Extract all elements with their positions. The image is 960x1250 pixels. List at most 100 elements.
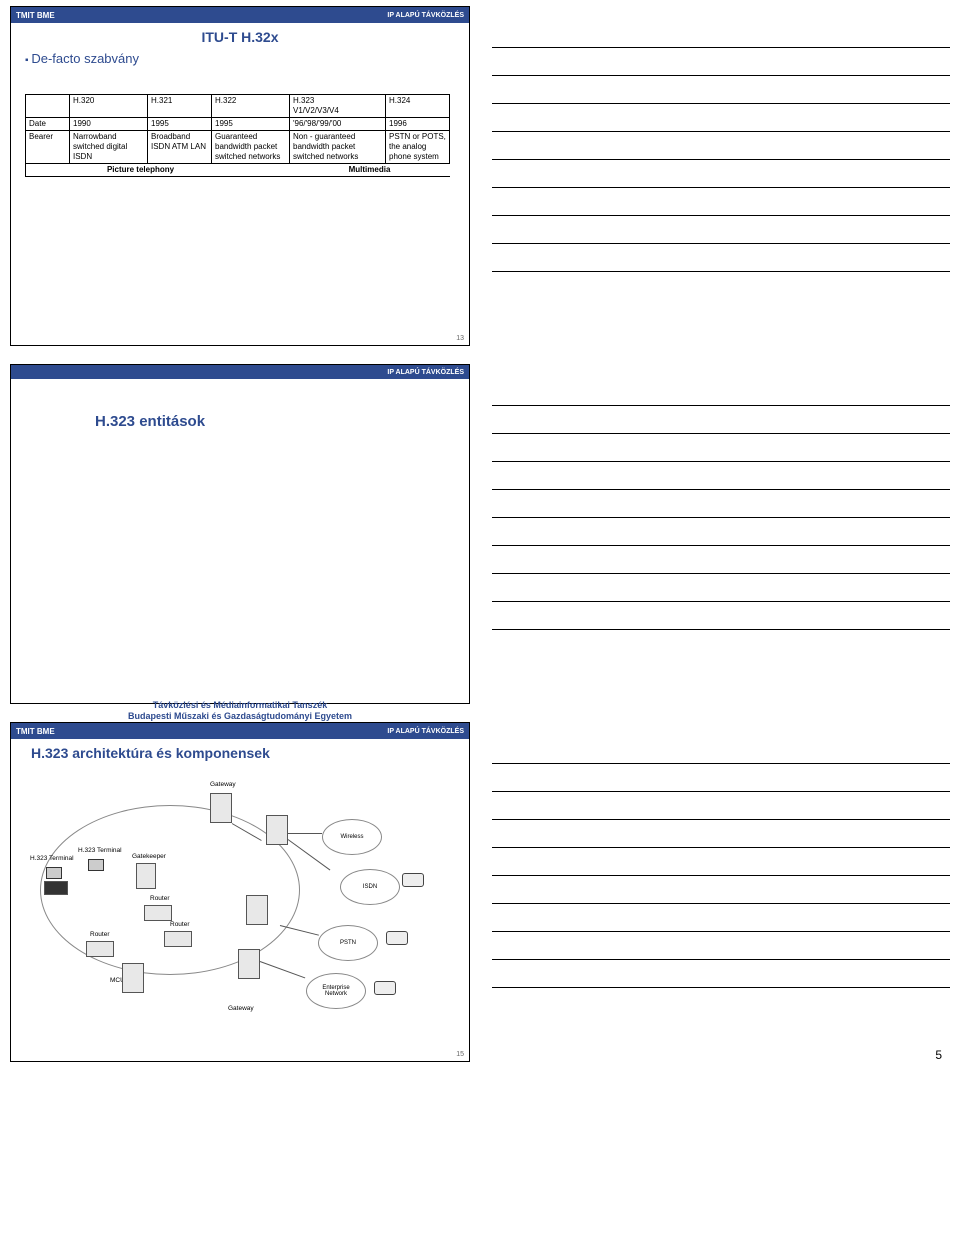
table-row: Picture telephony Multimedia: [26, 164, 450, 177]
h32x-table: H.320 H.321 H.322 H.323 V1/V2/V3/V4 H.32…: [25, 94, 450, 177]
notes-line: [492, 188, 950, 216]
label-h323-terminal: H.323 Terminal: [78, 847, 122, 854]
label-router: Router: [150, 895, 170, 902]
hdr-left: TMIT BME: [16, 727, 55, 736]
table-row: Date 1990 1995 1995 '96/'98/'99/'00 1996: [26, 118, 450, 131]
label-router: Router: [170, 921, 190, 928]
link-line: [288, 833, 322, 834]
notes-area-1: [492, 6, 950, 346]
notes-line: [492, 104, 950, 132]
router-icon: [164, 931, 192, 947]
row-slide-3: TMIT BME IP ALAPÚ TÁVKÖZLÉS H.323 archit…: [10, 722, 950, 1062]
outer-page-number: 5: [935, 1048, 942, 1062]
server-node-icon: [266, 815, 288, 845]
notes-line: [492, 876, 950, 904]
notes-line: [492, 820, 950, 848]
cloud-enterprise: Enterprise Network: [306, 973, 366, 1009]
notes-line: [492, 518, 950, 546]
slide-3: TMIT BME IP ALAPÚ TÁVKÖZLÉS H.323 archit…: [10, 722, 470, 1062]
th: H.322: [212, 95, 290, 118]
th: H.320: [70, 95, 148, 118]
notes-line: [492, 160, 950, 188]
label-gatekeeper: Gatekeeper: [132, 853, 166, 860]
gateway-node-icon: [210, 793, 232, 823]
label-gateway-bottom: Gateway: [228, 1005, 254, 1012]
notes-line: [492, 602, 950, 630]
notes-line: [492, 904, 950, 932]
td: 1990: [70, 118, 148, 131]
table-header-row: H.320 H.321 H.322 H.323 V1/V2/V3/V4 H.32…: [26, 95, 450, 118]
label-router: Router: [90, 931, 110, 938]
td: Date: [26, 118, 70, 131]
slide1-title: ITU-T H.32x: [11, 29, 469, 45]
td: [212, 164, 290, 177]
phone-icon: [374, 981, 396, 995]
slide-page-number: 13: [456, 335, 464, 342]
mcu-icon: [122, 963, 144, 993]
server-node-icon: [238, 949, 260, 979]
th: [26, 95, 70, 118]
notes-area-2: [492, 364, 950, 704]
slide-2: . IP ALAPÚ TÁVKÖZLÉS H.323 entitások Táv…: [10, 364, 470, 704]
cloud-pstn: PSTN: [318, 925, 378, 961]
router-icon: [86, 941, 114, 957]
terminal-icon: [88, 859, 104, 871]
phone-icon: [386, 931, 408, 945]
label-isdn: ISDN: [363, 884, 377, 890]
table-row: Bearer Narrowband switched digital ISDN …: [26, 131, 450, 164]
footer-line-1: Távközlési és Médiainformatikai Tanszék: [11, 700, 469, 712]
label-gateway-top: Gateway: [210, 781, 236, 788]
notes-line: [492, 546, 950, 574]
hdr-left: TMIT BME: [16, 11, 55, 20]
notes-line: [492, 132, 950, 160]
notes-line: [492, 574, 950, 602]
label-wireless: Wireless: [340, 834, 363, 840]
notes-line: [492, 216, 950, 244]
laptop-icon: [44, 881, 68, 895]
notes-line: [492, 20, 950, 48]
notes-area-3: [492, 722, 950, 1062]
row-slide-2: . IP ALAPÚ TÁVKÖZLÉS H.323 entitások Táv…: [10, 364, 950, 704]
server-node-icon: [246, 895, 268, 925]
td: Picture telephony: [70, 164, 212, 177]
notes-line: [492, 378, 950, 406]
hdr-right: IP ALAPÚ TÁVKÖZLÉS: [387, 728, 464, 735]
slide-1: TMIT BME IP ALAPÚ TÁVKÖZLÉS ITU-T H.32x …: [10, 6, 470, 346]
slide3-title: H.323 architektúra és komponensek: [31, 745, 469, 761]
cloud-isdn: ISDN: [340, 869, 400, 905]
slide2-footer: Távközlési és Médiainformatikai Tanszék …: [11, 700, 469, 723]
th: H.323 V1/V2/V3/V4: [290, 95, 386, 118]
td: 1995: [148, 118, 212, 131]
notes-line: [492, 244, 950, 272]
slide2-title: H.323 entitások: [95, 413, 469, 430]
slide-header: TMIT BME IP ALAPÚ TÁVKÖZLÉS: [11, 723, 469, 739]
notes-line: [492, 960, 950, 988]
notes-line: [492, 406, 950, 434]
th: H.321: [148, 95, 212, 118]
notes-line: [492, 848, 950, 876]
row-slide-1: TMIT BME IP ALAPÚ TÁVKÖZLÉS ITU-T H.32x …: [10, 6, 950, 346]
td: Narrowband switched digital ISDN: [70, 131, 148, 164]
slide-header: . IP ALAPÚ TÁVKÖZLÉS: [11, 365, 469, 379]
notes-line: [492, 764, 950, 792]
td: '96/'98/'99/'00: [290, 118, 386, 131]
label-h323-terminal: H.323 Terminal: [30, 855, 74, 862]
gatekeeper-icon: [136, 863, 156, 889]
notes-line: [492, 434, 950, 462]
notes-line: [492, 792, 950, 820]
link-line: [280, 925, 319, 936]
td: 1996: [386, 118, 450, 131]
label-pstn: PSTN: [340, 940, 356, 946]
notes-line: [492, 48, 950, 76]
terminal-icon: [46, 867, 62, 879]
td: Broadband ISDN ATM LAN: [148, 131, 212, 164]
cloud-wireless: Wireless: [322, 819, 382, 855]
router-icon: [144, 905, 172, 921]
label-enterprise: Enterprise Network: [322, 985, 349, 997]
td: Bearer: [26, 131, 70, 164]
phone-icon: [402, 873, 424, 887]
td: Non - guaranteed bandwidth packet switch…: [290, 131, 386, 164]
td: PSTN or POTS, the analog phone system: [386, 131, 450, 164]
hdr-right: IP ALAPÚ TÁVKÖZLÉS: [387, 12, 464, 19]
hdr-right: IP ALAPÚ TÁVKÖZLÉS: [387, 369, 464, 376]
